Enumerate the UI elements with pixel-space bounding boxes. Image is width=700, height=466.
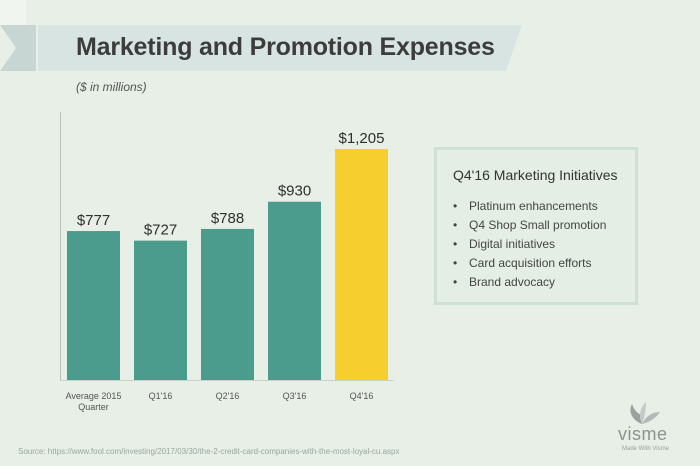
initiatives-list: • Platinum enhancements • Q4 Shop Small pr… <box>453 197 606 292</box>
chart-subtitle: ($ in millions) <box>76 80 147 94</box>
visme-swirl-icon <box>630 402 660 424</box>
list-item: • Platinum enhancements <box>453 197 606 216</box>
bar-value-label: $777 <box>77 212 110 229</box>
list-item-label: Platinum enhancements <box>469 199 598 213</box>
visme-logo: visme Made With Visme <box>618 400 694 460</box>
list-item: • Digital initiatives <box>453 235 606 254</box>
x-tick-label: Average 2015 <box>66 391 122 401</box>
logo-tagline: Made With Visme <box>622 446 669 452</box>
panel-title: Q4'16 Marketing Initiatives <box>453 167 618 183</box>
logo-wordmark: visme <box>618 424 668 444</box>
bar-value-label: $1,205 <box>339 130 385 147</box>
initiatives-panel: Q4'16 Marketing Initiatives • Platinum en… <box>434 147 638 305</box>
bullet-icon: • <box>453 256 458 270</box>
list-item: • Q4 Shop Small promotion <box>453 216 606 235</box>
bar-value-label: $930 <box>278 183 311 200</box>
bullet-icon: • <box>453 199 458 213</box>
bar[interactable] <box>67 231 120 380</box>
bar[interactable] <box>201 228 254 380</box>
x-tick-label: Q3'16 <box>283 391 307 401</box>
bar-value-label: $727 <box>144 222 177 239</box>
bullet-icon: • <box>453 218 458 232</box>
bar[interactable] <box>335 149 388 380</box>
list-item-label: Digital initiatives <box>469 237 556 251</box>
chart-title: Marketing and Promotion Expenses <box>76 33 495 61</box>
title-ribbon <box>38 25 522 71</box>
list-item: • Card acquisition efforts <box>453 254 606 273</box>
list-item-label: Card acquisition efforts <box>469 256 592 270</box>
list-item: • Brand advocacy <box>453 273 606 292</box>
bullet-icon: • <box>453 275 458 289</box>
x-tick-label: Q4'16 <box>350 391 374 401</box>
source-note[interactable]: Source: https://www.fool.com/investing/2… <box>18 447 400 456</box>
bar[interactable] <box>268 201 321 380</box>
x-tick-label: Q2'16 <box>216 391 240 401</box>
title-ribbon-tail <box>0 25 36 71</box>
x-tick-label: Quarter <box>78 402 109 412</box>
bar[interactable] <box>134 240 187 380</box>
list-item-label: Brand advocacy <box>469 275 556 289</box>
bar-value-label: $788 <box>211 210 244 227</box>
x-tick-label: Q1'16 <box>149 391 173 401</box>
list-item-label: Q4 Shop Small promotion <box>469 218 607 232</box>
bullet-icon: • <box>453 237 458 251</box>
